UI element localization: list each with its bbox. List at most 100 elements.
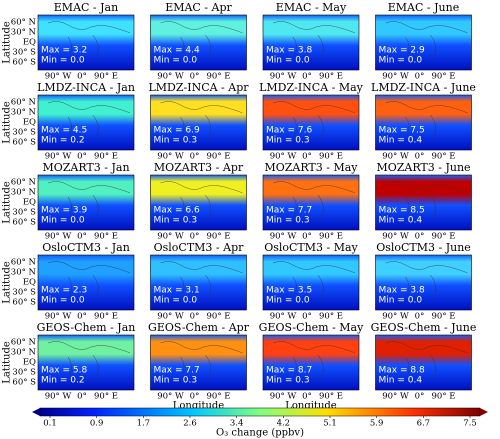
x-tick-label: 0°: [190, 392, 200, 402]
y-axis-label: Latitude: [2, 341, 13, 384]
x-tick-label: 0°: [190, 152, 200, 162]
coastline: [272, 181, 356, 218]
x-tick-label: 0°: [77, 392, 87, 402]
x-tick-label: 90° W: [45, 392, 72, 402]
x-tick-label: 90° W: [157, 232, 184, 242]
x-tick-label: 90° E: [319, 152, 343, 162]
x-tick-label: 90° E: [432, 152, 456, 162]
x-tick-label: 90° E: [207, 72, 231, 82]
panel-title: OsloCTM3 - June: [376, 241, 471, 254]
x-tick-label: 90° W: [270, 72, 297, 82]
map-panel: [150, 14, 247, 71]
y-tick-label: 30° S: [12, 128, 36, 138]
min-label: Min = 0.4: [379, 376, 423, 386]
coastline: [385, 101, 468, 138]
x-tick-label: 90° W: [382, 232, 409, 242]
colorbar-tick-label: 3.4: [230, 419, 244, 429]
max-label: Max = 4.5: [41, 126, 87, 136]
colorbar: O₃ change (ppbv) 0.1 0.9 1.7 2.6 3.4 4.2 5.1 5.…: [32, 407, 488, 439]
panel-title: LMDZ-INCA - Jan: [37, 81, 135, 94]
min-label: Min = 0.0: [41, 296, 85, 306]
x-tick-label: 90° W: [382, 312, 409, 322]
coastline: [47, 341, 131, 378]
y-tick-label: 30° S: [12, 208, 36, 218]
panel-title: GEOS-Chem - June: [371, 321, 477, 334]
colorbar-tick-label: 1.7: [137, 419, 151, 429]
y-tick-label: 30° S: [12, 368, 36, 378]
min-label: Min = 0.0: [266, 296, 310, 306]
x-tick-label: 90° E: [94, 232, 118, 242]
y-tick-label: 30° N: [11, 188, 37, 198]
min-label: Min = 0.3: [154, 216, 198, 226]
x-tick-label: 0°: [77, 312, 87, 322]
x-tick-label: 90° E: [432, 72, 456, 82]
panel-title: MOZART3 - May: [264, 161, 358, 174]
panel-title: EMAC - June: [388, 1, 459, 14]
x-tick-label: 90° W: [382, 72, 409, 82]
min-label: Min = 0.3: [266, 136, 310, 146]
map-panel: [375, 334, 472, 391]
min-label: Min = 0.0: [379, 296, 423, 306]
colorbar-tick-label: 0.9: [90, 419, 104, 429]
map-panel: [150, 174, 247, 231]
y-tick-label: 30° S: [12, 48, 36, 58]
x-tick-label: 0°: [190, 312, 200, 322]
x-tick-label: 90° W: [157, 392, 184, 402]
x-tick-label: 0°: [415, 152, 425, 162]
coastline: [385, 21, 468, 58]
min-label: Min = 0.3: [266, 216, 310, 226]
x-tick-label: 90° E: [94, 312, 118, 322]
min-label: Min = 0.3: [154, 376, 198, 386]
y-tick-label: 30° N: [11, 108, 37, 118]
min-label: Min = 0.2: [41, 136, 85, 146]
map-panel: [262, 94, 360, 151]
panel-title: MOZART3 - June: [376, 161, 470, 174]
min-label: Min = 0.0: [154, 56, 198, 66]
y-tick-label: 60° N: [11, 98, 37, 108]
min-label: Min = 0.0: [154, 296, 198, 306]
coastline: [272, 101, 356, 138]
x-tick-label: 0°: [302, 392, 312, 402]
panel-title: EMAC - May: [276, 1, 347, 14]
max-label: Max = 2.9: [379, 46, 425, 56]
max-label: Max = 8.7: [266, 366, 312, 376]
panel-title: LMDZ-INCA - June: [371, 81, 476, 94]
x-tick-label: 0°: [190, 72, 200, 82]
panel-title: OsloCTM3 - May: [264, 241, 358, 254]
coastline: [272, 261, 356, 298]
min-label: Min = 0.4: [379, 216, 423, 226]
min-label: Min = 0.3: [154, 136, 198, 146]
coastline: [47, 21, 131, 58]
y-tick-label: 30° N: [11, 28, 37, 38]
coastline: [47, 101, 131, 138]
colorbar-end: [32, 408, 40, 416]
map-panel: [375, 254, 472, 311]
max-label: Max = 3.1: [154, 286, 200, 296]
max-label: Max = 7.5: [379, 126, 425, 136]
colorbar-tick-label: 0.1: [43, 419, 57, 429]
min-label: Min = 0.0: [41, 216, 85, 226]
coastline: [385, 261, 468, 298]
x-tick-label: 90° E: [94, 72, 118, 82]
panel-title: OsloCTM3 - Jan: [42, 241, 130, 254]
x-tick-label: 90° E: [319, 392, 343, 402]
y-tick-label: 60° N: [11, 258, 37, 268]
y-axis-label: Latitude: [2, 21, 13, 64]
map-panel: [37, 14, 135, 71]
map-panel: [37, 334, 135, 391]
y-tick-label: 60° N: [11, 18, 37, 28]
colorbar-tick-label: 5.9: [370, 419, 384, 429]
max-label: Max = 5.8: [41, 366, 87, 376]
x-tick-label: 90° W: [157, 312, 184, 322]
coastline: [160, 101, 243, 138]
panel-title: GEOS-Chem - Apr: [148, 321, 250, 334]
x-tick-label: 0°: [415, 232, 425, 242]
y-tick-label: 60° S: [12, 298, 36, 308]
min-label: Min = 0.0: [266, 56, 310, 66]
max-label: Max = 7.7: [266, 206, 312, 216]
min-label: Min = 0.0: [379, 56, 423, 66]
colorbar-tick-label: 7.5: [463, 419, 477, 429]
panel-title: LMDZ-INCA - Apr: [148, 81, 249, 94]
panel-title: GEOS-Chem - Jan: [37, 321, 136, 334]
y-tick-label: 60° N: [11, 338, 37, 348]
